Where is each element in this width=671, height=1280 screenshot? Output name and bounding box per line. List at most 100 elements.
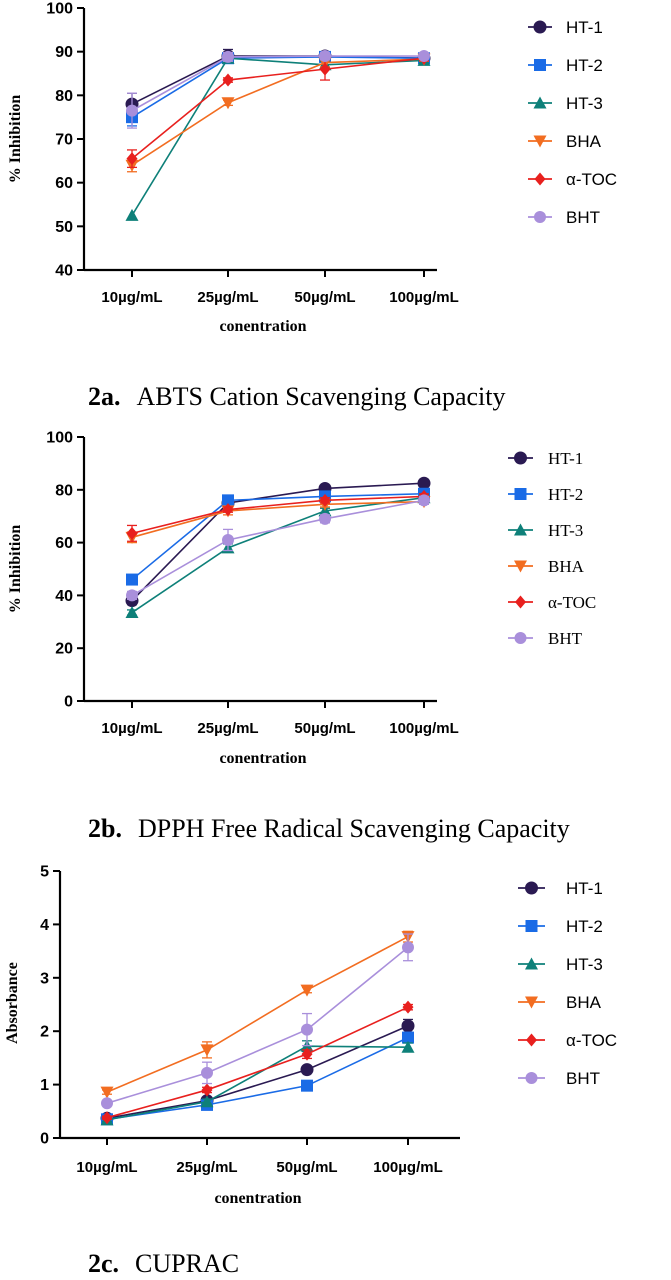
chart-2b-ytick-label-60: 60 xyxy=(55,535,73,552)
chart-2c-legend-marker-ht-1 xyxy=(525,881,538,895)
chart-2c-legend-label-ht-3: HT-3 xyxy=(566,955,603,974)
chart-2a-point-bht-0 xyxy=(126,104,138,117)
chart-2c-legend-item-bha: BHA xyxy=(518,993,602,1012)
chart-2a-point-ht-3-0 xyxy=(125,208,139,221)
chart-2c-legend-label-ht-2: HT-2 xyxy=(566,917,603,936)
chart-2c-ytick-label-3: 3 xyxy=(40,970,49,987)
chart-2a-legend-item-ht-1: HT-1 xyxy=(528,18,603,37)
chart-2c-legend-item-bht: BHT xyxy=(518,1069,600,1088)
chart-2c-point-ht-1-2 xyxy=(300,1063,314,1077)
chart-2a-legend-label-bht: BHT xyxy=(566,208,600,227)
chart-2b-legend-item-ht-3: HT-3 xyxy=(508,521,583,540)
chart-2a-legend-marker-toc xyxy=(534,172,546,186)
chart-2b-legend-label-ht-3: HT-3 xyxy=(548,521,583,540)
chart-2b-line-ht-1 xyxy=(131,482,425,602)
chart-2a-ytick-label-70: 70 xyxy=(55,132,73,149)
chart-2a-legend-marker-bht xyxy=(534,211,546,223)
chart-2a-legend-marker-ht-1 xyxy=(533,20,547,34)
chart-2c: 0 1 2 3 4 5 10µg/mL 25µg/mL 50µg/mL 100µg/mL Abso… xyxy=(4,864,617,1279)
chart-2c-legend-item-ht-1: HT-1 xyxy=(518,879,603,898)
chart-2a-legend-item-toc: α-TOC xyxy=(528,170,617,189)
chart-2a-point-bht-2 xyxy=(319,50,331,63)
chart-2a-caption: 2a. ABTS Cation Scavenging Capacity xyxy=(88,382,506,411)
chart-2c-ytick-label-2: 2 xyxy=(40,1024,49,1041)
chart-2b-line-bha xyxy=(131,500,425,539)
chart-2c-legend: HT-1 HT-2 HT-3 BHA α-TOC BHT xyxy=(518,879,617,1088)
chart-2b-legend-marker-ht-3 xyxy=(514,523,527,536)
chart-2b-legend-marker-ht-1 xyxy=(514,451,527,465)
chart-2a-ytick-label-80: 80 xyxy=(55,88,73,105)
chart-2b-point-ht-2-1 xyxy=(222,494,234,507)
chart-2c-line-toc xyxy=(106,1006,409,1119)
chart-2c-line-ht-2 xyxy=(106,1036,409,1121)
chart-2b-legend: HT-1 HT-2 HT-3 BHA α-TOC BHT xyxy=(508,449,596,648)
chart-2b-line-bht xyxy=(131,499,425,597)
chart-2c-point-toc-1 xyxy=(201,1083,213,1097)
chart-2b-ytick-label-80: 80 xyxy=(55,482,73,499)
chart-2b-xtick-label-2: 50µg/mL xyxy=(294,720,355,737)
chart-2b-ylabel: % Inhibition xyxy=(7,525,24,614)
chart-2a-point-toc-1 xyxy=(222,73,234,87)
chart-2a-point-bha-1 xyxy=(221,97,235,110)
chart-2c-legend-marker-ht-2 xyxy=(525,920,538,932)
chart-2b-legend-marker-bht xyxy=(514,632,527,644)
chart-2b-point-ht-3-0 xyxy=(125,606,139,619)
chart-2a-line-bha xyxy=(131,58,425,166)
chart-2c-caption: 2c. CUPRAC xyxy=(88,1249,239,1278)
chart-2b-legend-marker-ht-2 xyxy=(514,488,527,500)
chart-2c-point-bht-1 xyxy=(201,1066,213,1079)
chart-2b-legend-item-ht-1: HT-1 xyxy=(508,449,583,468)
chart-2c-point-ht-2-3 xyxy=(402,1031,414,1044)
chart-2b-point-bht-3 xyxy=(418,494,430,507)
chart-2b-legend-marker-toc xyxy=(515,595,526,609)
chart-2b-legend-label-ht-2: HT-2 xyxy=(548,485,583,504)
chart-2b-series-bha xyxy=(125,496,431,544)
chart-2c-ylabel: Absorbance xyxy=(4,962,21,1044)
chart-2c-series-bht xyxy=(101,933,414,1110)
chart-2b-legend-item-bht: BHT xyxy=(508,629,583,648)
chart-2a-line-bht xyxy=(131,55,424,112)
chart-2a-ytick-label-40: 40 xyxy=(55,263,73,280)
chart-2a-legend-label-ht-1: HT-1 xyxy=(566,18,603,37)
chart-2c-ytick-label-0: 0 xyxy=(40,1131,49,1148)
chart-2b-xtick-label-3: 100µg/mL xyxy=(389,720,459,737)
chart-2a-legend-item-ht-2: HT-2 xyxy=(528,56,603,75)
chart-2b-point-bht-0 xyxy=(126,589,138,602)
chart-2a-ytick-label-60: 60 xyxy=(55,175,73,192)
chart-2c-xlabel: conentration xyxy=(214,1190,301,1207)
chart-2c-point-toc-3 xyxy=(402,1000,414,1014)
chart-2c-point-ht-3-1 xyxy=(200,1095,214,1108)
chart-2c-line-bht xyxy=(106,946,409,1105)
chart-2a-line-ht-3 xyxy=(131,57,425,216)
chart-2c-caption-title: CUPRAC xyxy=(135,1249,239,1278)
chart-2c-legend-marker-ht-3 xyxy=(525,957,538,970)
chart-2c-xtick-label-1: 25µg/mL xyxy=(176,1159,237,1176)
chart-2a-series xyxy=(125,48,431,221)
chart-2c-legend-marker-bht xyxy=(525,1072,538,1084)
chart-2c-line-bha xyxy=(106,935,409,1093)
chart-2b-caption-prefix: 2b. xyxy=(88,814,122,843)
chart-2a-ytick-label-90: 90 xyxy=(55,44,73,61)
chart-2b-point-toc-1 xyxy=(222,503,234,517)
chart-2a-legend-marker-bha xyxy=(533,135,547,148)
chart-2b-point-ht-2-0 xyxy=(126,573,138,586)
chart-2a-legend-label-ht-3: HT-3 xyxy=(566,94,603,113)
chart-2b-line-ht-2 xyxy=(131,492,425,581)
chart-2c-point-toc-0 xyxy=(101,1111,113,1125)
chart-2a-legend-label-toc: α-TOC xyxy=(566,170,617,189)
chart-2c-ytick-label-5: 5 xyxy=(40,864,49,881)
chart-2c-legend-item-toc: α-TOC xyxy=(518,1031,617,1050)
chart-2b-legend-label-toc: α-TOC xyxy=(548,593,596,612)
chart-2c-ticks: 0 1 2 3 4 5 10µg/mL 25µg/mL 50µg/mL 100µg/mL xyxy=(40,864,443,1177)
chart-2b: 0 20 40 60 80 100 10µg/mL 25µg/mL 50µg/mL 100µg/m… xyxy=(7,430,596,844)
chart-2a-point-bht-1 xyxy=(222,50,234,63)
chart-2b-ticks: 0 20 40 60 80 100 10µg/mL 25µg/mL 50µg/mL 100µg/m… xyxy=(46,430,458,738)
chart-2c-legend-marker-toc xyxy=(526,1033,537,1047)
chart-2b-legend-item-bha: BHA xyxy=(508,557,585,576)
chart-2c-legend-marker-bha xyxy=(525,996,538,1009)
chart-2a-legend-label-bha: BHA xyxy=(566,132,602,151)
chart-2c-point-ht-1-3 xyxy=(401,1019,415,1033)
chart-2c-point-toc-2 xyxy=(301,1047,313,1061)
chart-2a-ticks: 40 50 60 70 80 90 100 10µg/mL 25µg/mL 50µg/mL 100µ… xyxy=(46,1,458,307)
chart-2b-series-bht xyxy=(126,494,430,602)
